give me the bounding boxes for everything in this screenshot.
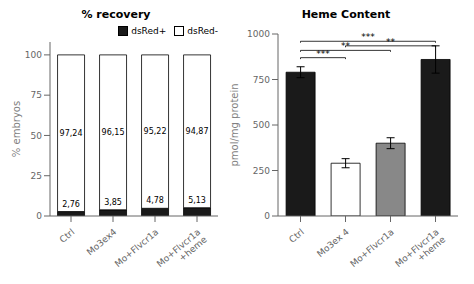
svg-text:50: 50: [31, 131, 43, 141]
svg-text:96,15: 96,15: [102, 128, 125, 137]
svg-text:5,13: 5,13: [188, 196, 206, 205]
svg-text:0: 0: [36, 211, 42, 221]
svg-text:***: ***: [316, 49, 330, 59]
svg-text:% embryos: % embryos: [11, 101, 22, 157]
html-text:dsRed+: dsRed+: [131, 26, 167, 36]
svg-text:97,24: 97,24: [60, 129, 83, 138]
html-text:dsRed-: dsRed-: [187, 26, 218, 36]
svg-text:2,76: 2,76: [62, 200, 80, 209]
svg-text:0: 0: [264, 211, 270, 221]
svg-text:Mo3ex 4: Mo3ex 4: [315, 227, 351, 259]
svg-text:750: 750: [253, 75, 270, 85]
svg-text:95,22: 95,22: [144, 127, 167, 136]
svg-text:Mo+Flvcr1a: Mo+Flvcr1a: [348, 227, 396, 269]
svg-text:75: 75: [31, 90, 42, 100]
svg-text:100: 100: [25, 50, 42, 60]
svg-text:**: **: [386, 37, 396, 47]
html-text:Heme Content: Heme Content: [301, 8, 391, 21]
html-text:% recovery: % recovery: [81, 8, 151, 21]
svg-text:3,85: 3,85: [104, 198, 122, 207]
svg-text:1000: 1000: [247, 29, 270, 39]
svg-text:***: ***: [361, 32, 375, 42]
svg-text:pmol/mg protein: pmol/mg protein: [229, 83, 240, 166]
svg-text:Ctrl: Ctrl: [58, 227, 77, 245]
svg-text:Ctrl: Ctrl: [287, 227, 306, 245]
svg-text:500: 500: [253, 120, 270, 130]
svg-text:25: 25: [31, 171, 42, 181]
svg-text:Mo+Flvcr1a+heme: Mo+Flvcr1a+heme: [393, 226, 447, 274]
svg-text:4,78: 4,78: [146, 196, 164, 205]
svg-text:250: 250: [253, 166, 270, 176]
svg-text:94,87: 94,87: [186, 127, 209, 136]
svg-text:Mo+Flvcr1a+heme: Mo+Flvcr1a+heme: [155, 226, 209, 274]
svg-text:Mo+Flvcr1a: Mo+Flvcr1a: [113, 227, 161, 269]
svg-text:**: **: [341, 41, 351, 51]
svg-text:Mo3ex4: Mo3ex4: [85, 227, 119, 258]
